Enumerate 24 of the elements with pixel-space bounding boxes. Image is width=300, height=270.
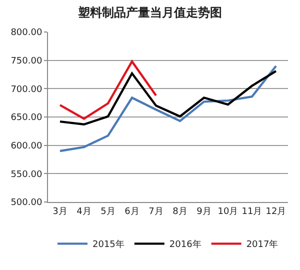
x-tick-label: 4月: [76, 206, 92, 217]
legend-label: 2017年: [246, 239, 278, 250]
x-tick-label: 6月: [124, 206, 140, 217]
y-tick-label: 700.00: [10, 84, 42, 95]
x-tick-label: 12月: [266, 206, 286, 217]
line-series: [58, 64, 278, 152]
legend-label: 2015年: [92, 239, 124, 250]
x-tick-label: 3月: [52, 206, 68, 217]
x-tick-label: 5月: [100, 206, 116, 217]
x-tick-label: 9月: [196, 206, 212, 217]
y-tick-label: 500.00: [10, 198, 42, 208]
x-tick-label: 11月: [242, 206, 262, 217]
y-tick-label: 650.00: [10, 113, 42, 124]
y-tick-label: 600.00: [10, 141, 42, 152]
y-tick-label: 550.00: [10, 170, 42, 180]
x-tick-label: 8月: [172, 206, 188, 217]
y-tick-label: 750.00: [10, 56, 42, 66]
line-series: [58, 70, 278, 126]
x-tick-label: 10月: [218, 206, 238, 217]
chart-title: 塑料制品产量当月值走势图: [77, 6, 222, 20]
x-tick-label: 7月: [148, 206, 164, 217]
y-tick-label: 800.00: [10, 28, 42, 38]
line-series: [58, 60, 158, 120]
legend-label: 2016年: [169, 239, 202, 250]
